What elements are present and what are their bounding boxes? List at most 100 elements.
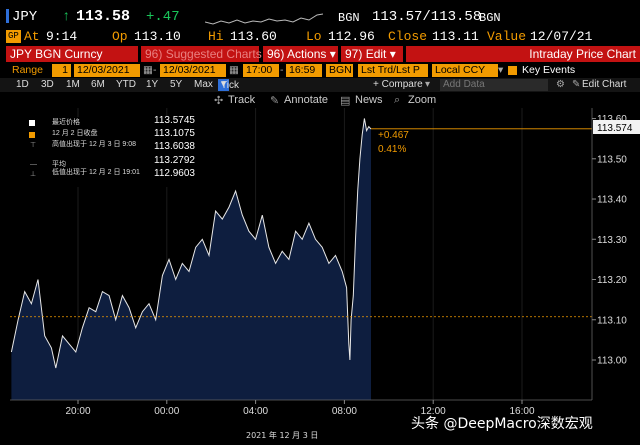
x-tick-label: 04:00 (243, 406, 268, 417)
legend-value-last: 113.5745 (154, 117, 195, 125)
compare-button[interactable]: + Compare (373, 79, 423, 91)
at-time: 9:14 (46, 29, 77, 44)
period-bar: 1D 3D 1M 6M YTD 1Y 5Y Max Tick ▾ + Compa… (0, 78, 640, 92)
calendar-icon[interactable]: ▦ (229, 64, 239, 77)
net-change: +.47 (146, 9, 180, 25)
annotate-button[interactable]: Annotate (284, 94, 328, 106)
end-time-input[interactable]: 16:59 (286, 64, 322, 77)
period-5y[interactable]: 5Y (170, 79, 182, 91)
actions-menu[interactable]: 96) Actions ▾ (263, 46, 338, 62)
period-6m[interactable]: 6M (91, 79, 105, 91)
legend-value-high: 113.6038 (154, 143, 195, 151)
start-time-input[interactable]: 17:00 (243, 64, 279, 77)
security-field[interactable]: JPY BGN Curncy (6, 46, 138, 62)
range-number[interactable]: 1 (52, 64, 71, 77)
legend-label-low: 低值出现于 12 月 2 日 19:01 (52, 169, 152, 177)
stats-row: GP At 9:14 Op 113.10 Hi 113.60 Lo 112.96… (0, 29, 640, 46)
ticker: JPY (12, 9, 37, 25)
settings-icon[interactable]: ⚙ (556, 79, 565, 91)
y-tick-label: 113.30 (597, 235, 627, 246)
legend-value-low: 112.9603 (154, 170, 195, 178)
x-tick-label: 08:00 (332, 406, 357, 417)
last-price: 113.58 (76, 8, 130, 25)
low-value: 112.96 (328, 29, 375, 44)
ask-source: BGN (479, 11, 501, 25)
compare-dropdown-icon[interactable]: ▾ (425, 79, 430, 91)
end-date-input[interactable]: 12/03/2021 (160, 64, 226, 77)
average-marker-icon: — (30, 161, 37, 169)
edit-chart-button[interactable]: Edit Chart (582, 79, 626, 91)
chart-title: Intraday Price Chart (406, 46, 640, 62)
chart-tools: ✣ Track ✎ Annotate ▤ News ⌕ Zoom (0, 92, 640, 108)
period-tick[interactable]: Tick ▾ (218, 79, 229, 91)
field-select[interactable]: Lst Trd/Lst P (358, 64, 428, 77)
bid-source: BGN (338, 11, 360, 25)
edit-chart-icon[interactable]: ✎ (572, 79, 580, 91)
toolbar: JPY BGN Curncy 96) Suggested Charts 96) … (0, 46, 640, 63)
high-value: 113.60 (230, 29, 277, 44)
start-date-input[interactable]: 12/03/2021 (74, 64, 140, 77)
value-date: 12/07/21 (530, 29, 592, 44)
calendar-icon[interactable]: ▦ (143, 64, 153, 77)
zoom-button[interactable]: Zoom (408, 94, 436, 106)
add-data-input[interactable]: Add Data (440, 79, 548, 91)
y-tick-label: 113.50 (597, 154, 627, 165)
y-tick-label: 113.00 (597, 356, 627, 367)
track-button[interactable]: Track (228, 94, 255, 106)
crosshair-icon[interactable]: ✣ (214, 94, 223, 107)
y-tick-label: 113.40 (597, 195, 627, 206)
legend-swatch-last (29, 120, 35, 126)
news-icon[interactable]: ▤ (340, 94, 350, 107)
legend-value-close: 113.1075 (154, 130, 195, 138)
y-tick-label: 113.10 (597, 315, 627, 326)
range-row: Range 1 12/03/2021 ▦ - 12/03/2021 ▦ 17:0… (0, 63, 640, 78)
period-1m[interactable]: 1M (66, 79, 80, 91)
watermark: 头条 @DeepMacro深数宏观 (411, 415, 593, 432)
legend-label-avg: 平均 (52, 161, 66, 169)
period-ytd[interactable]: YTD (116, 79, 136, 91)
legend-label-last: 最近价格 (52, 119, 80, 127)
high-label: Hi (208, 29, 224, 44)
period-3d[interactable]: 3D (41, 79, 54, 91)
legend-value-avg: 113.2792 (154, 157, 195, 165)
low-label: Lo (306, 29, 322, 44)
ticker-marker (6, 9, 9, 23)
quote-header: JPY ↑ 113.58 +.47 BGN 113.57/113.58 BGN (0, 0, 640, 30)
news-button[interactable]: News (355, 94, 383, 106)
open-label: Op (112, 29, 128, 44)
currency-select[interactable]: Local CCY (432, 64, 498, 77)
x-axis-ticks: 20:00 00:00 04:00 08:00 12:00 16:00 (65, 400, 534, 417)
bid-ask: 113.57/113.58 (372, 9, 481, 25)
range-label: Range (12, 64, 43, 77)
pencil-icon[interactable]: ✎ (270, 94, 279, 107)
chart-legend: 最近价格 113.5745 12 月 2 日收盘 113.1075 ⊤ 高值出现… (26, 117, 200, 187)
period-1y[interactable]: 1Y (146, 79, 158, 91)
period-max[interactable]: Max (194, 79, 213, 91)
y-tick-label: 113.20 (597, 275, 627, 286)
info-icon[interactable]: GP (6, 30, 21, 43)
close-label: Close (388, 29, 427, 44)
key-events-label: Key Events (522, 64, 575, 77)
change-pct-annotation: 0.41% (378, 144, 406, 155)
legend-label-close: 12 月 2 日收盘 (52, 130, 98, 138)
open-value: 113.10 (134, 29, 181, 44)
dropdown-arrow-icon[interactable]: ▾ (498, 64, 503, 77)
up-arrow-icon: ↑ (62, 9, 70, 25)
date-label: 2021 年 12 月 3 日 (246, 430, 318, 440)
sparkline (205, 12, 323, 28)
key-events-checkbox[interactable] (508, 66, 517, 75)
legend-label-high: 高值出现于 12 月 3 日 9:08 (52, 141, 152, 149)
zoom-icon[interactable]: ⌕ (394, 94, 400, 107)
change-annotation: +0.467 (378, 130, 409, 141)
close-value: 113.11 (432, 29, 479, 44)
source-input[interactable]: BGN (326, 64, 353, 77)
at-label: At (24, 29, 40, 44)
y-axis-ticks: 113.00 113.10 113.20 113.30 113.40 113.50 113.… (592, 114, 627, 366)
suggested-charts-button[interactable]: 96) Suggested Charts (141, 46, 259, 62)
high-marker-icon: ⊤ (30, 142, 36, 150)
last-price-tag: 113.574 (597, 123, 633, 134)
period-1d[interactable]: 1D (16, 79, 29, 91)
edit-menu[interactable]: 97) Edit ▾ (341, 46, 403, 62)
x-tick-label: 20:00 (65, 406, 90, 417)
low-marker-icon: ⊥ (30, 171, 36, 179)
